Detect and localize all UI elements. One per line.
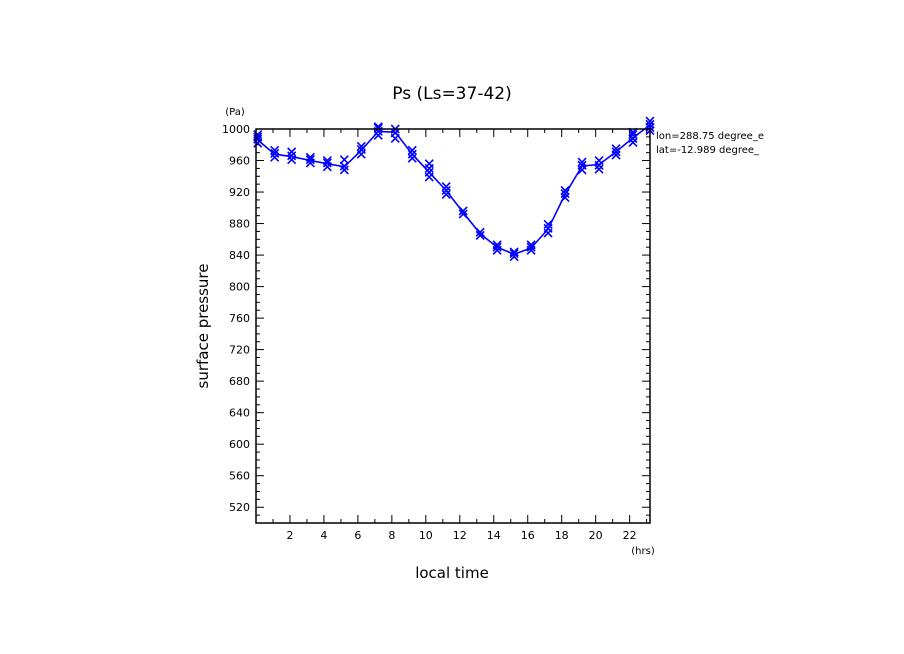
data-point [339,155,349,165]
x-tick-label: 8 [388,529,395,542]
x-tick-label: 14 [487,529,501,542]
data-point [594,164,604,174]
data-point [305,152,315,162]
y-tick-label: 600 [229,438,250,451]
data-point [356,141,366,151]
data-point [356,144,366,155]
y-tick-label: 800 [229,281,250,294]
data-point [475,230,485,240]
data-point [526,240,536,250]
x-tick-label: 22 [623,529,637,542]
axis-ticks: 2 4 6 8 10 12 14 16 18 20 22 520 560 600 640 680 720 760 8… [222,123,650,542]
data-point [305,155,315,165]
data-point [441,185,451,196]
data-point [441,181,451,192]
data-point [611,144,621,154]
y-tick-label: 1000 [222,123,250,136]
x-tick-label: 12 [453,529,467,542]
data-point [611,147,621,157]
data-point [509,247,519,257]
data-point [287,147,297,157]
data-point [560,189,570,199]
data-point [339,165,349,175]
y-tick-label: 640 [229,407,250,420]
data-point [390,128,400,138]
data-point [287,151,297,161]
y-tick-label: 680 [229,375,250,388]
data-point [458,209,468,219]
y-tick-label: 520 [229,501,250,514]
data-point [526,242,536,252]
y-tick-label: 560 [229,470,250,483]
y-unit-label: (Pa) [225,107,245,118]
data-point [543,223,553,233]
data-point [270,145,280,155]
x-tick-label: 4 [320,529,327,542]
data-point [560,192,570,203]
markers-layer [253,116,655,262]
data-point [253,129,263,140]
data-point [492,240,502,250]
x-tick-label: 20 [589,529,603,542]
series-line [257,124,651,256]
y-tick-label: 760 [229,312,250,325]
data-point [492,242,502,252]
data-point [645,116,655,126]
data-point [373,123,383,133]
data-point [270,152,280,162]
data-point [373,130,383,140]
x-tick-label: 2 [286,529,293,542]
data-point [577,157,587,167]
data-point [560,185,570,196]
data-point [407,145,417,155]
y-axis-label: surface pressure [194,264,212,389]
data-point [509,248,519,259]
data-point [628,137,638,147]
y-tick-label: 720 [229,344,250,357]
y-tick-label: 960 [229,155,250,168]
series-layer [257,124,651,256]
data-point [475,227,485,237]
x-unit-label: (hrs) [631,546,655,557]
data-point [645,119,655,129]
data-point [407,153,417,163]
data-point [577,160,587,170]
data-point [407,149,417,159]
annotation-lon: lon=288.75 degree_e [656,131,764,142]
x-tick-label: 18 [555,529,569,542]
y-tick-label: 880 [229,218,250,231]
x-tick-label: 16 [521,529,535,542]
data-point [424,167,434,177]
data-point [322,155,332,166]
data-point [424,159,434,169]
y-tick-label: 840 [229,249,250,262]
annotation-lat: lat=-12.989 degree_ [656,145,760,156]
chart-title: Ps (Ls=37-42) [392,84,511,104]
data-point [253,132,263,142]
data-point [287,155,297,165]
x-tick-label: 10 [419,529,433,542]
y-tick-label: 920 [229,186,250,199]
x-tick-label: 6 [354,529,361,542]
data-point [441,189,451,199]
data-point [543,219,553,229]
data-point [458,206,468,216]
data-point [270,148,280,158]
data-point [594,155,604,166]
x-axis-label: local time [415,564,489,582]
data-point [322,158,332,168]
plot-frame [255,128,651,524]
annotation-clip [781,125,904,160]
data-point [628,129,638,140]
